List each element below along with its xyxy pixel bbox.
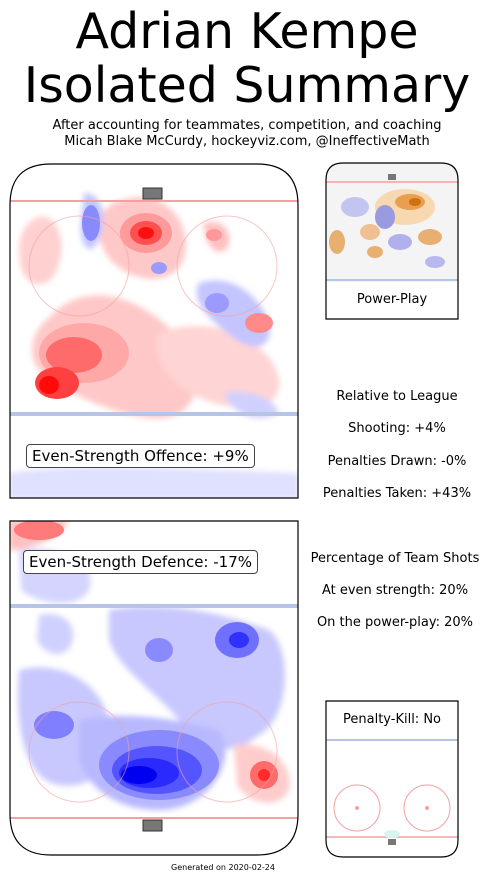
team-shots-heading: Percentage of Team Shots bbox=[310, 551, 480, 566]
shooting-stat: Shooting: +4% bbox=[348, 421, 446, 436]
even-strength-share: At even strength: 20% bbox=[321, 583, 469, 598]
penalties-taken-stat: Penalties Taken: +43% bbox=[322, 486, 472, 501]
powerplay-heatmap bbox=[325, 162, 459, 320]
defence-heatmap bbox=[9, 520, 299, 856]
page-title-line1: Adrian Kempe bbox=[75, 3, 419, 60]
power-play-share: On the power-play: 20% bbox=[316, 615, 474, 630]
penaltykill-heatmap bbox=[325, 700, 459, 858]
penaltykill-label: Penalty-Kill: No bbox=[343, 712, 441, 727]
relative-heading: Relative to League bbox=[336, 389, 458, 404]
subtitle-line1: After accounting for teammates, competit… bbox=[52, 118, 442, 133]
offence-heatmap bbox=[9, 163, 299, 499]
offence-label: Even-Strength Offence: +9% bbox=[26, 444, 255, 468]
penalties-drawn-stat: Penalties Drawn: -0% bbox=[327, 454, 467, 469]
defence-label: Even-Strength Defence: -17% bbox=[23, 550, 259, 574]
subtitle-line2: Micah Blake McCurdy, hockeyviz.com, @Ine… bbox=[64, 134, 430, 149]
footer-generated-date: Generated on 2020-02-24 bbox=[171, 863, 275, 872]
powerplay-label: Power-Play bbox=[356, 292, 428, 307]
page-title-line2: Isolated Summary bbox=[23, 57, 471, 114]
